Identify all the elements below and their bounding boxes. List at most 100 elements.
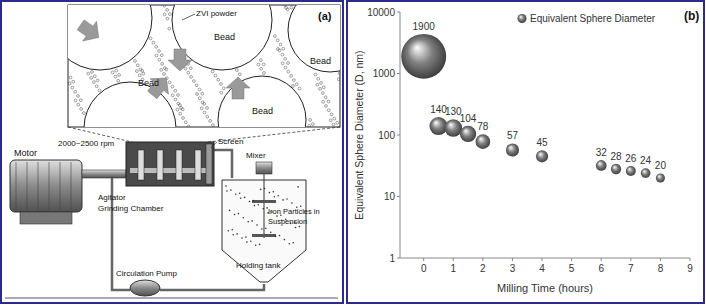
particle (299, 226, 301, 228)
x-tick-label: 5 (569, 263, 575, 274)
powder-dot (83, 112, 86, 115)
powder-dot (136, 64, 139, 67)
powder-dot (155, 54, 158, 57)
powder-dot (198, 97, 201, 100)
data-label: 78 (477, 121, 489, 132)
x-tick (482, 258, 483, 261)
x-tick (453, 258, 454, 261)
powder-dot (332, 123, 335, 126)
powder-dot (182, 117, 185, 120)
y-axis-label: Equivalent Sphere Diameter (D, nm) (353, 50, 365, 219)
data-point (536, 150, 548, 162)
x-tick (601, 258, 602, 261)
powder-dot (209, 120, 212, 123)
grinding-chamber (126, 142, 214, 186)
powder-dot (274, 35, 277, 38)
powder-dot (96, 79, 99, 82)
powder-dot (203, 102, 206, 105)
powder-dot (184, 67, 187, 70)
force-arrow (168, 49, 192, 71)
pipe (160, 284, 264, 290)
particle (277, 195, 279, 197)
particle (238, 213, 240, 215)
data-point (611, 164, 621, 174)
powder-dot (200, 107, 203, 110)
powder-dot (337, 78, 340, 81)
agitator-disc (195, 150, 201, 180)
particle (292, 242, 294, 244)
powder-dot (220, 91, 223, 94)
bead-label: Bead (310, 56, 331, 66)
x-tick (660, 258, 661, 261)
data-point (460, 126, 476, 142)
particle (258, 204, 260, 206)
motor (10, 160, 82, 212)
powder-dot (329, 119, 332, 122)
powder-dot (314, 73, 317, 76)
powder-label: ZVI powder (196, 9, 237, 18)
particle (269, 192, 271, 194)
marks (401, 34, 665, 183)
powder-dot (158, 58, 161, 61)
inset (68, 5, 340, 127)
x-tick (512, 258, 513, 261)
x-tick-label: 0 (421, 263, 427, 274)
powder-dot (262, 63, 265, 66)
powder-dot (276, 39, 279, 42)
bead-label: Bead (214, 32, 235, 42)
powder-dot (174, 89, 177, 92)
legend-label: Equivalent Sphere Diameter (530, 13, 656, 24)
powder-dot (322, 86, 325, 89)
particle (260, 189, 262, 191)
particle (254, 205, 256, 207)
x-tick (571, 258, 572, 261)
particle (259, 244, 261, 246)
powder-dot (163, 5, 166, 7)
pump-label: Circulation Pump (116, 269, 177, 278)
agitator-disc (157, 150, 163, 180)
powder-dot (168, 81, 171, 84)
powder-dot (165, 68, 168, 71)
particle (265, 227, 267, 229)
motor-base (20, 212, 72, 224)
x-tick-label: 4 (539, 263, 545, 274)
powder-dot (152, 41, 155, 44)
data-label: 57 (507, 130, 519, 141)
x-tick (423, 258, 424, 261)
powder-dot (324, 96, 327, 99)
powder-dot (214, 74, 217, 77)
powder-dot (136, 70, 139, 73)
powder-dot (260, 67, 263, 70)
powder-dot (308, 124, 311, 127)
powder-dot (171, 94, 174, 97)
powder-dot (284, 5, 287, 7)
powder-dot (193, 80, 196, 83)
force-arrow (74, 15, 106, 47)
powder-dot (87, 72, 90, 75)
powder-dot (77, 95, 80, 98)
x-tick-label: 2 (480, 263, 486, 274)
powder-dot (327, 109, 330, 112)
powder-dot (141, 69, 144, 72)
powder-dot (203, 111, 206, 114)
y-tick-label: 10000 (367, 7, 395, 18)
powder-dot (158, 50, 161, 53)
powder-dot (312, 123, 315, 126)
powder-dot (309, 119, 312, 122)
powder-dot (217, 78, 220, 81)
powder-dot (171, 85, 174, 88)
powder-dot (336, 121, 339, 124)
powder-dot (236, 69, 239, 72)
powder-dot (91, 71, 94, 74)
particle (282, 199, 284, 201)
powder-dot (222, 87, 225, 90)
particle (261, 228, 263, 230)
particle (249, 201, 251, 203)
particle (253, 200, 255, 202)
data-label: 1900 (413, 21, 436, 32)
particle (270, 232, 272, 234)
y-tick (397, 196, 400, 197)
particle (228, 230, 230, 232)
powder-dot (325, 105, 328, 108)
suspension-label: Iron Particles in (268, 207, 320, 216)
